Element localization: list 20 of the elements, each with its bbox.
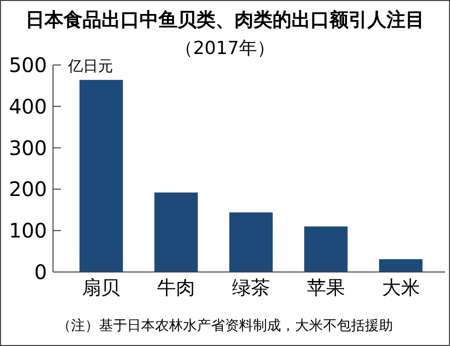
bar [154, 192, 198, 272]
bar [79, 80, 123, 272]
x-tick-label: 大米 [382, 277, 420, 299]
bar [304, 226, 348, 272]
y-tick-label: 200 [8, 177, 47, 202]
bar [229, 212, 273, 272]
y-tick-label: 100 [8, 218, 47, 243]
chart-title: 日本食品出口中鱼贝类、肉类的出口额引人注目 [26, 9, 424, 31]
x-tick-label: 牛肉 [157, 277, 196, 299]
x-tick-label: 苹果 [306, 277, 345, 299]
y-tick-label: 500 [8, 53, 47, 77]
y-axis-title: 亿日元 [67, 57, 113, 75]
chart-subtitle: （2017年） [175, 38, 275, 59]
x-tick-label: 绿茶 [232, 277, 270, 299]
y-tick-label: 400 [8, 94, 47, 118]
y-tick-label: 0 [34, 260, 47, 284]
x-tick-label: 扇贝 [82, 277, 120, 299]
bar [379, 259, 423, 272]
y-tick-label: 300 [8, 136, 47, 160]
text: （注）基于日本农林水产省资料制成，大米不包括援助 [57, 318, 393, 334]
